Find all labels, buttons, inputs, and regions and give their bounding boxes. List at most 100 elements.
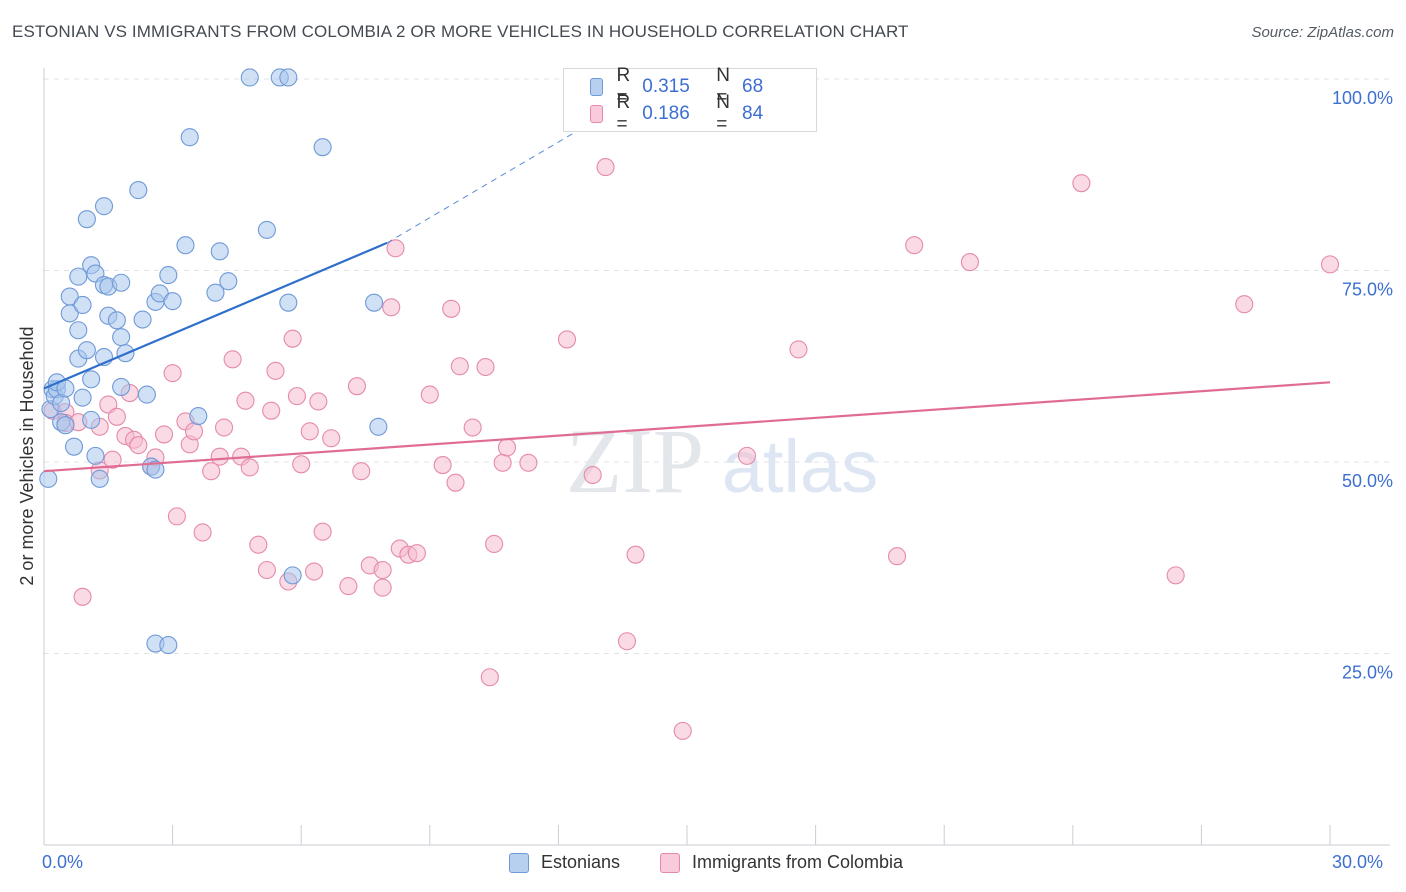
legend-n-value: 84	[742, 103, 764, 124]
colombia-point	[283, 329, 302, 348]
colombia-point	[519, 453, 538, 472]
colombia-point	[497, 438, 517, 457]
y-tick-label: 100.0%	[1332, 88, 1393, 108]
colombia-point	[583, 465, 602, 485]
colombia-point	[313, 522, 332, 541]
colombia-point	[480, 668, 499, 687]
legend-r-value: 0.315	[642, 76, 690, 97]
estonian-point	[107, 311, 126, 330]
colombia-point	[1072, 174, 1091, 193]
estonian-point	[77, 341, 96, 360]
estonian-point	[159, 636, 178, 655]
legend-label-colombia: Immigrants from Colombia	[692, 852, 904, 872]
estonian-point	[313, 138, 332, 157]
colombia-point	[442, 299, 461, 318]
legend-r-label: R =	[616, 65, 631, 108]
estonian-point	[133, 310, 152, 329]
colombia-point	[73, 587, 92, 606]
estonian-point	[94, 197, 114, 216]
x-tick-label-min: 0.0%	[42, 852, 84, 872]
y-tick-label: 25.0%	[1342, 663, 1393, 683]
colombia-point	[214, 418, 234, 437]
colombia-point	[373, 578, 392, 597]
colombia-point	[163, 364, 182, 383]
estonian-point	[279, 293, 298, 312]
colombia-point	[262, 401, 281, 420]
watermark-atlas: atlas	[722, 425, 878, 508]
colombia-point	[257, 560, 276, 580]
watermark-zip: ZIP	[566, 410, 704, 512]
colombia-point	[557, 330, 577, 349]
colombia-point	[347, 377, 366, 396]
colombia-point	[240, 458, 259, 477]
colombia-point	[373, 560, 392, 580]
colombia-point	[407, 544, 426, 563]
estonian-point	[69, 321, 88, 340]
colombia-point	[292, 455, 311, 474]
colombia-point	[223, 350, 242, 369]
colombia-point	[476, 357, 495, 377]
estonian-point	[279, 68, 298, 87]
estonian-point	[60, 304, 79, 323]
estonian-point	[82, 410, 101, 429]
estonian-point	[283, 566, 302, 585]
colombia-point	[626, 545, 645, 564]
estonian-point	[73, 295, 92, 315]
colombia-point	[236, 391, 255, 410]
colombia-point	[386, 239, 405, 258]
estonian-point	[210, 242, 229, 261]
colombia-point	[305, 562, 324, 581]
legend-item-estonians[interactable]: Estonians	[509, 852, 620, 873]
estonian-point	[86, 446, 105, 465]
colombia-point	[339, 577, 358, 596]
estonian-point	[112, 377, 131, 396]
colombia-point	[446, 473, 465, 492]
colombia-point	[309, 392, 328, 411]
legend-n-value: 68	[742, 76, 764, 97]
estonian-point	[90, 469, 109, 488]
colombia-point	[154, 425, 174, 444]
estonian-point	[365, 293, 384, 312]
colombia-point	[433, 456, 452, 475]
legend-n-label: N =	[716, 92, 730, 135]
estonian-point	[240, 68, 259, 87]
y-tick-labels: 25.0% 50.0% 75.0% 100.0%	[1332, 88, 1393, 683]
estonian-point	[56, 416, 75, 435]
colombia-point	[789, 340, 808, 359]
estonian-trend-line	[43, 241, 388, 390]
colombia-point	[103, 450, 122, 469]
grid-lines	[44, 78, 1390, 654]
y-tick-label: 75.0%	[1342, 280, 1393, 300]
estonian-point	[163, 292, 182, 311]
estonian-point	[137, 385, 156, 404]
estonian-point	[206, 283, 225, 302]
colombia-point	[352, 462, 371, 481]
source-label: Source: ZipAtlas.com	[1251, 24, 1394, 41]
estonian-point	[159, 266, 178, 285]
legend-item-colombia[interactable]: Immigrants from Colombia	[660, 852, 903, 873]
colombia-point	[960, 253, 979, 272]
colombia-point	[493, 453, 512, 472]
colombia-point	[99, 395, 118, 414]
colombia-point	[322, 429, 341, 448]
colombia-point	[1235, 295, 1254, 314]
colombia-point	[107, 407, 126, 426]
estonian-point	[77, 210, 96, 229]
estonian-point	[69, 267, 88, 286]
colombia-point	[420, 385, 439, 404]
legend-r-label: R =	[616, 92, 631, 135]
colombia-point	[249, 535, 268, 554]
legend-r-value: 0.186	[642, 103, 690, 124]
colombia-point	[887, 547, 907, 566]
colombia-point	[193, 523, 212, 542]
estonian-point	[129, 181, 148, 200]
legend-label-estonians: Estonians	[541, 852, 621, 872]
colombia-points	[43, 158, 1340, 740]
estonian-point	[369, 417, 388, 436]
legend-row-colombia: R = 0.186 N = 84	[590, 92, 816, 135]
legend-swatch-pink	[660, 852, 680, 873]
estonian-point	[39, 469, 58, 488]
colombia-point	[184, 422, 204, 441]
colombia-point	[1166, 566, 1185, 585]
